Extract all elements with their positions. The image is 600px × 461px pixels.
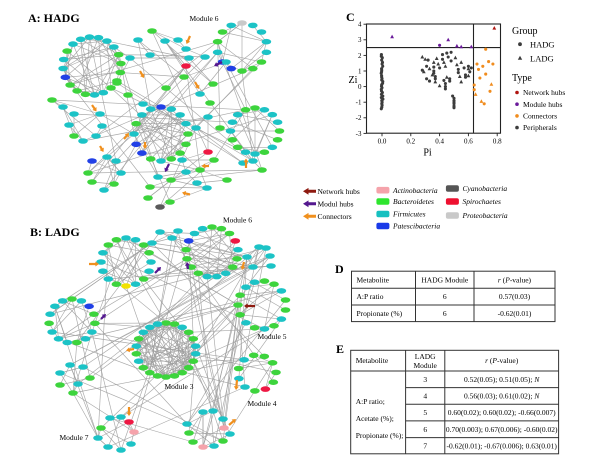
svg-text:6: 6	[443, 292, 447, 301]
svg-text:-1: -1	[356, 99, 362, 107]
svg-text:Module 3: Module 3	[165, 382, 194, 391]
svg-text:-0.62(0.01): -0.62(0.01)	[498, 309, 532, 318]
svg-text:Bacteroidetes: Bacteroidetes	[393, 197, 434, 206]
svg-text:Firmicutes: Firmicutes	[392, 210, 426, 219]
svg-text:Metabolite: Metabolite	[357, 275, 390, 284]
svg-text:0.60(0.02); 0.60(0.02); -0.66(: 0.60(0.02); 0.60(0.02); -0.66(0.007)	[448, 408, 556, 417]
svg-text:0.8: 0.8	[493, 138, 502, 146]
svg-text:Modul hubs: Modul hubs	[318, 199, 354, 208]
svg-text:A:P ratio: A:P ratio	[357, 292, 384, 301]
svg-text:E: E	[336, 342, 344, 356]
svg-text:5: 5	[423, 408, 427, 417]
svg-text:C: C	[346, 10, 355, 24]
svg-text:2: 2	[358, 52, 362, 60]
svg-text:Propionate (%);: Propionate (%);	[356, 431, 404, 440]
svg-text:Peripherals: Peripherals	[523, 123, 557, 132]
svg-text:0.57(0.03): 0.57(0.03)	[499, 292, 531, 301]
svg-text:Module hubs: Module hubs	[523, 100, 562, 109]
svg-text:Module: Module	[414, 361, 438, 370]
svg-text:LADG: LADG	[530, 54, 554, 64]
svg-text:B: LADG: B: LADG	[30, 225, 80, 239]
svg-text:0.0: 0.0	[378, 138, 387, 146]
svg-text:Group: Group	[512, 26, 538, 37]
svg-text:0: 0	[358, 83, 362, 91]
svg-text:0.4: 0.4	[435, 138, 444, 146]
svg-text:Proteobacteria: Proteobacteria	[462, 211, 508, 220]
svg-text:HADG Module: HADG Module	[421, 275, 469, 284]
svg-text:HADG: HADG	[530, 40, 555, 50]
svg-text:Zi: Zi	[349, 75, 358, 86]
svg-text:Metabolite: Metabolite	[356, 356, 389, 365]
svg-text:Network hubs: Network hubs	[318, 187, 360, 196]
svg-text:0.70(0.003); 0.67(0.006); -0.6: 0.70(0.003); 0.67(0.006); -0.60(0.02)	[446, 425, 558, 434]
svg-text:Connectors: Connectors	[523, 112, 557, 121]
svg-text:Cyanobacteria: Cyanobacteria	[463, 184, 508, 193]
svg-text:7: 7	[423, 441, 427, 450]
svg-text:A:P ratio;: A:P ratio;	[356, 397, 385, 406]
svg-text:0.2: 0.2	[406, 138, 415, 146]
svg-text:Connectors: Connectors	[318, 212, 352, 221]
svg-text:0.56(0.03); 0.61(0.02); N: 0.56(0.03); 0.61(0.02); N	[464, 392, 540, 401]
svg-text:-2: -2	[356, 114, 362, 122]
svg-text:6: 6	[423, 425, 427, 434]
svg-text:Module 6: Module 6	[223, 216, 252, 225]
svg-text:Type: Type	[512, 73, 532, 84]
svg-text:LADG: LADG	[415, 352, 436, 361]
svg-text:Pi: Pi	[423, 148, 432, 159]
svg-text:Propionate (%): Propionate (%)	[357, 309, 403, 318]
svg-text:Module 4: Module 4	[248, 399, 277, 408]
svg-text:Module 6: Module 6	[190, 14, 219, 23]
svg-text:Actinobacteria: Actinobacteria	[392, 186, 438, 195]
svg-text:4: 4	[358, 21, 362, 29]
svg-text:Module 5: Module 5	[258, 332, 287, 341]
svg-text:r (P-value): r (P-value)	[498, 275, 532, 284]
svg-text:Spirochaetes: Spirochaetes	[463, 197, 502, 206]
svg-text:D: D	[335, 262, 344, 276]
svg-text:-3: -3	[356, 130, 362, 138]
svg-text:-0.62(0.01); -0.67(0.006); 0.6: -0.62(0.01); -0.67(0.006); 0.63(0.01)	[446, 441, 557, 450]
svg-text:6: 6	[443, 309, 447, 318]
svg-text:1: 1	[358, 67, 362, 75]
svg-text:Patescibacteria: Patescibacteria	[392, 222, 440, 231]
svg-text:3: 3	[358, 36, 362, 44]
svg-text:Acetate (%);: Acetate (%);	[356, 414, 394, 423]
svg-text:r (P-value): r (P-value)	[485, 356, 519, 365]
svg-text:Module 7: Module 7	[60, 433, 89, 442]
svg-text:A: HADG: A: HADG	[28, 11, 80, 25]
svg-text:Network hubs: Network hubs	[523, 88, 565, 97]
svg-text:4: 4	[423, 392, 427, 401]
svg-text:3: 3	[423, 375, 427, 384]
svg-text:0.52(0.05); 0.51(0.05); N: 0.52(0.05); 0.51(0.05); N	[464, 375, 540, 384]
svg-text:0.6: 0.6	[464, 138, 473, 146]
